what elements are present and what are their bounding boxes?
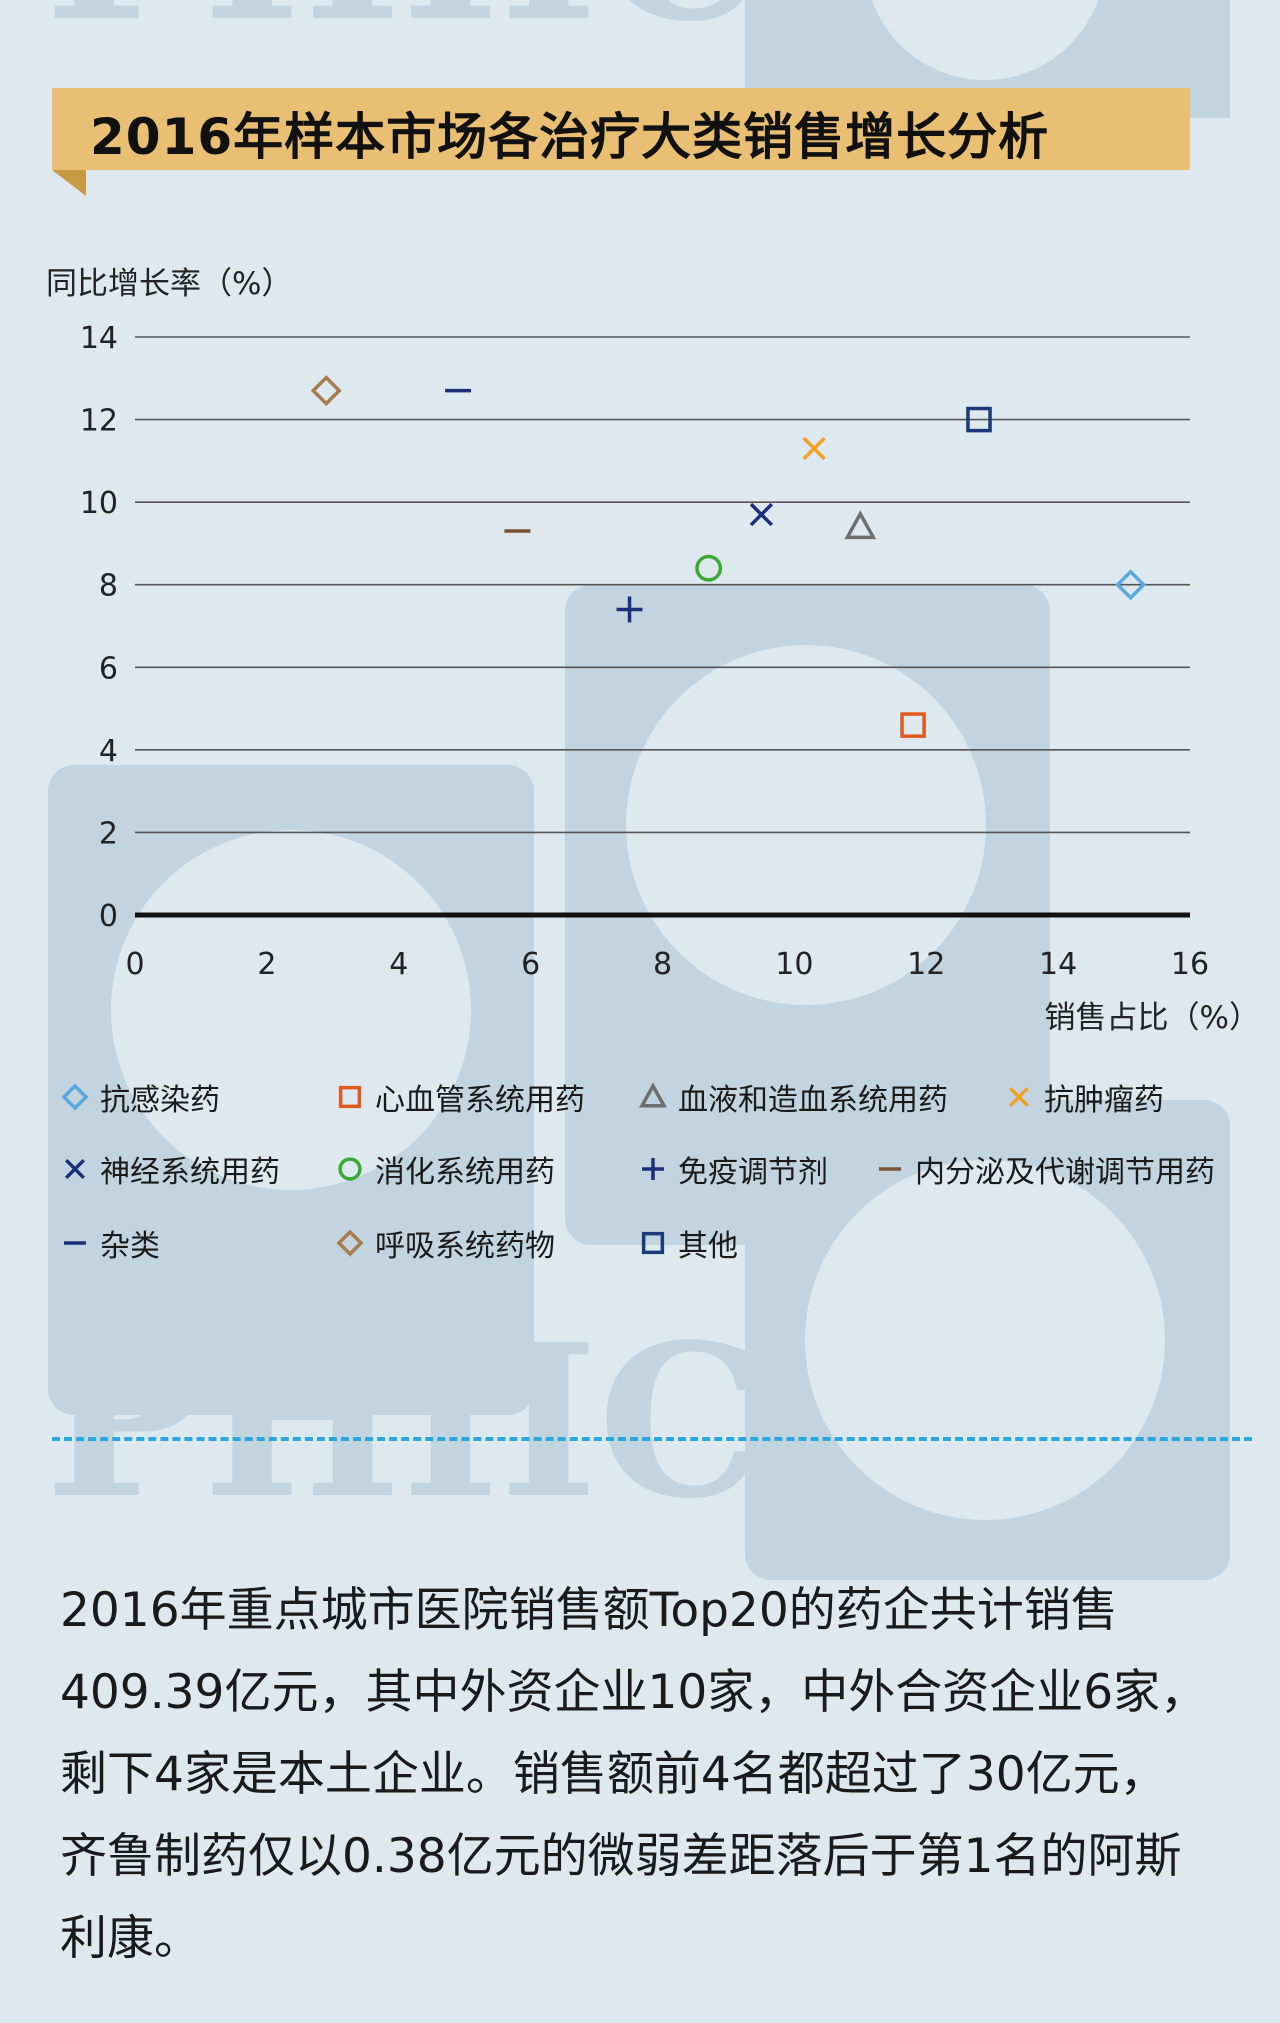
legend-marker-shape	[64, 1158, 86, 1180]
legend-marker-shape	[642, 1158, 664, 1180]
legend-item: 血液和造血系统用药	[638, 1075, 948, 1119]
dashed-divider	[52, 1437, 1252, 1441]
legend-item: 心血管系统用药	[335, 1075, 585, 1119]
x-tick-label: 8	[653, 947, 672, 982]
paragraph-line-3: 剩下4家是本土企业。销售额前4名都超过了30亿元，	[60, 1747, 1167, 1802]
legend-marker	[1008, 1086, 1030, 1108]
bg-ring-left	[111, 830, 471, 1190]
legend-item: 呼吸系统药物	[335, 1221, 555, 1265]
x-tick-label: 2	[257, 947, 276, 982]
legend-label: 血液和造血系统用药	[678, 1083, 948, 1118]
legend-label: 杂类	[100, 1229, 160, 1264]
paragraph-line-1: 2016年重点城市医院销售额Top20的药企共计销售	[60, 1583, 1118, 1638]
x-tick-label: 10	[775, 947, 813, 982]
legend-label: 免疫调节剂	[678, 1155, 828, 1190]
legend-marker-shape	[338, 1085, 362, 1109]
data-point	[844, 510, 877, 540]
x-tick-label: 0	[125, 947, 144, 982]
legend-item: 其他	[638, 1221, 738, 1265]
legend-item: 神经系统用药	[60, 1147, 280, 1191]
y-tick-label: 4	[99, 734, 118, 769]
data-point	[616, 596, 643, 623]
scatter-chart: 0 2 4 6 8 10 12 14 0 2 4 6 8 10 12 14 16 同比增长率（%） 销售占比（%）	[46, 266, 1260, 1036]
legend-label: 消化系统用药	[375, 1155, 555, 1190]
y-tick-label: 8	[99, 569, 118, 604]
y-tick-label: 12	[80, 404, 118, 439]
data-point	[900, 712, 926, 738]
legend-marker	[642, 1158, 664, 1180]
legend-label: 呼吸系统药物	[375, 1229, 555, 1264]
x-tick-label: 16	[1171, 947, 1209, 982]
legend-marker-shape	[1008, 1086, 1030, 1108]
legend-label: 神经系统用药	[100, 1155, 280, 1190]
y-tick-label: 0	[99, 899, 118, 934]
legend-item: 抗感染药	[60, 1075, 220, 1119]
y-axis-label: 同比增长率（%）	[46, 266, 292, 302]
x-tick-label: 4	[389, 947, 408, 982]
data-point	[1115, 569, 1147, 601]
bg-ring-right	[805, 1160, 1165, 1520]
title-banner-fold	[52, 170, 86, 196]
paragraph-line-4: 齐鲁制药仅以0.38亿元的微弱差距落后于第1名的阿斯	[60, 1829, 1182, 1884]
y-tick-label: 14	[80, 321, 118, 356]
legend-marker	[639, 1082, 667, 1108]
legend-marker	[61, 1083, 89, 1111]
chart-title: 2016年样本市场各治疗大类销售增长分析	[90, 108, 1050, 166]
legend-label: 其他	[678, 1229, 738, 1264]
legend-marker	[336, 1229, 364, 1257]
x-tick-label: 6	[521, 947, 540, 982]
chart-legend: 抗感染药 心血管系统用药 血液和造血系统用药 抗肿瘤药神经系统用药 消化系统用药 免疫调节…	[60, 1075, 1260, 1315]
x-axis-label: 销售占比（%）	[1045, 1000, 1260, 1036]
data-point	[802, 436, 826, 461]
legend-item: 消化系统用药	[335, 1147, 555, 1191]
legend-marker-shape	[639, 1082, 667, 1108]
legend-marker	[64, 1158, 86, 1180]
paragraph-line-5: 利康。	[60, 1911, 201, 1966]
data-point	[966, 406, 992, 433]
legend-label: 抗感染药	[100, 1083, 220, 1118]
y-tick-label: 2	[99, 816, 118, 851]
y-tick-label: 6	[99, 651, 118, 686]
watermark-text-top: PHIIC	[45, 0, 765, 68]
legend-item: 内分泌及代谢调节用药	[875, 1147, 1215, 1191]
legend-marker	[879, 1167, 901, 1171]
title-banner	[52, 88, 1190, 170]
legend-marker	[338, 1085, 362, 1109]
legend-marker-shape	[338, 1157, 362, 1181]
legend-item: 杂类	[60, 1221, 160, 1265]
legend-marker	[338, 1157, 362, 1181]
legend-marker-shape	[336, 1229, 364, 1257]
legend-item: 抗肿瘤药	[1004, 1075, 1164, 1119]
legend-marker-shape	[61, 1083, 89, 1111]
paragraph-line-2: 409.39亿元，其中外资企业10家，中外合资企业6家，	[60, 1665, 1208, 1720]
legend-marker	[64, 1241, 86, 1245]
legend-marker-shape	[641, 1231, 665, 1255]
legend-item: 免疫调节剂	[638, 1147, 828, 1191]
data-point	[749, 502, 774, 527]
legend-label: 内分泌及代谢调节用药	[915, 1155, 1215, 1190]
legend-label: 心血管系统用药	[375, 1083, 585, 1118]
x-tick-label: 12	[907, 947, 945, 982]
y-tick-label: 10	[80, 486, 118, 521]
legend-label: 抗肿瘤药	[1044, 1083, 1164, 1118]
bg-ring-top	[871, 0, 1099, 80]
legend-marker	[641, 1231, 665, 1255]
data-point	[695, 554, 723, 582]
data-point	[310, 375, 342, 407]
watermark-text-bottom: PHIIC	[45, 1298, 765, 1545]
summary-paragraph: 2016年重点城市医院销售额Top20的药企共计销售 409.39亿元，其中外资…	[60, 1570, 1220, 1980]
x-tick-label: 14	[1039, 947, 1077, 982]
